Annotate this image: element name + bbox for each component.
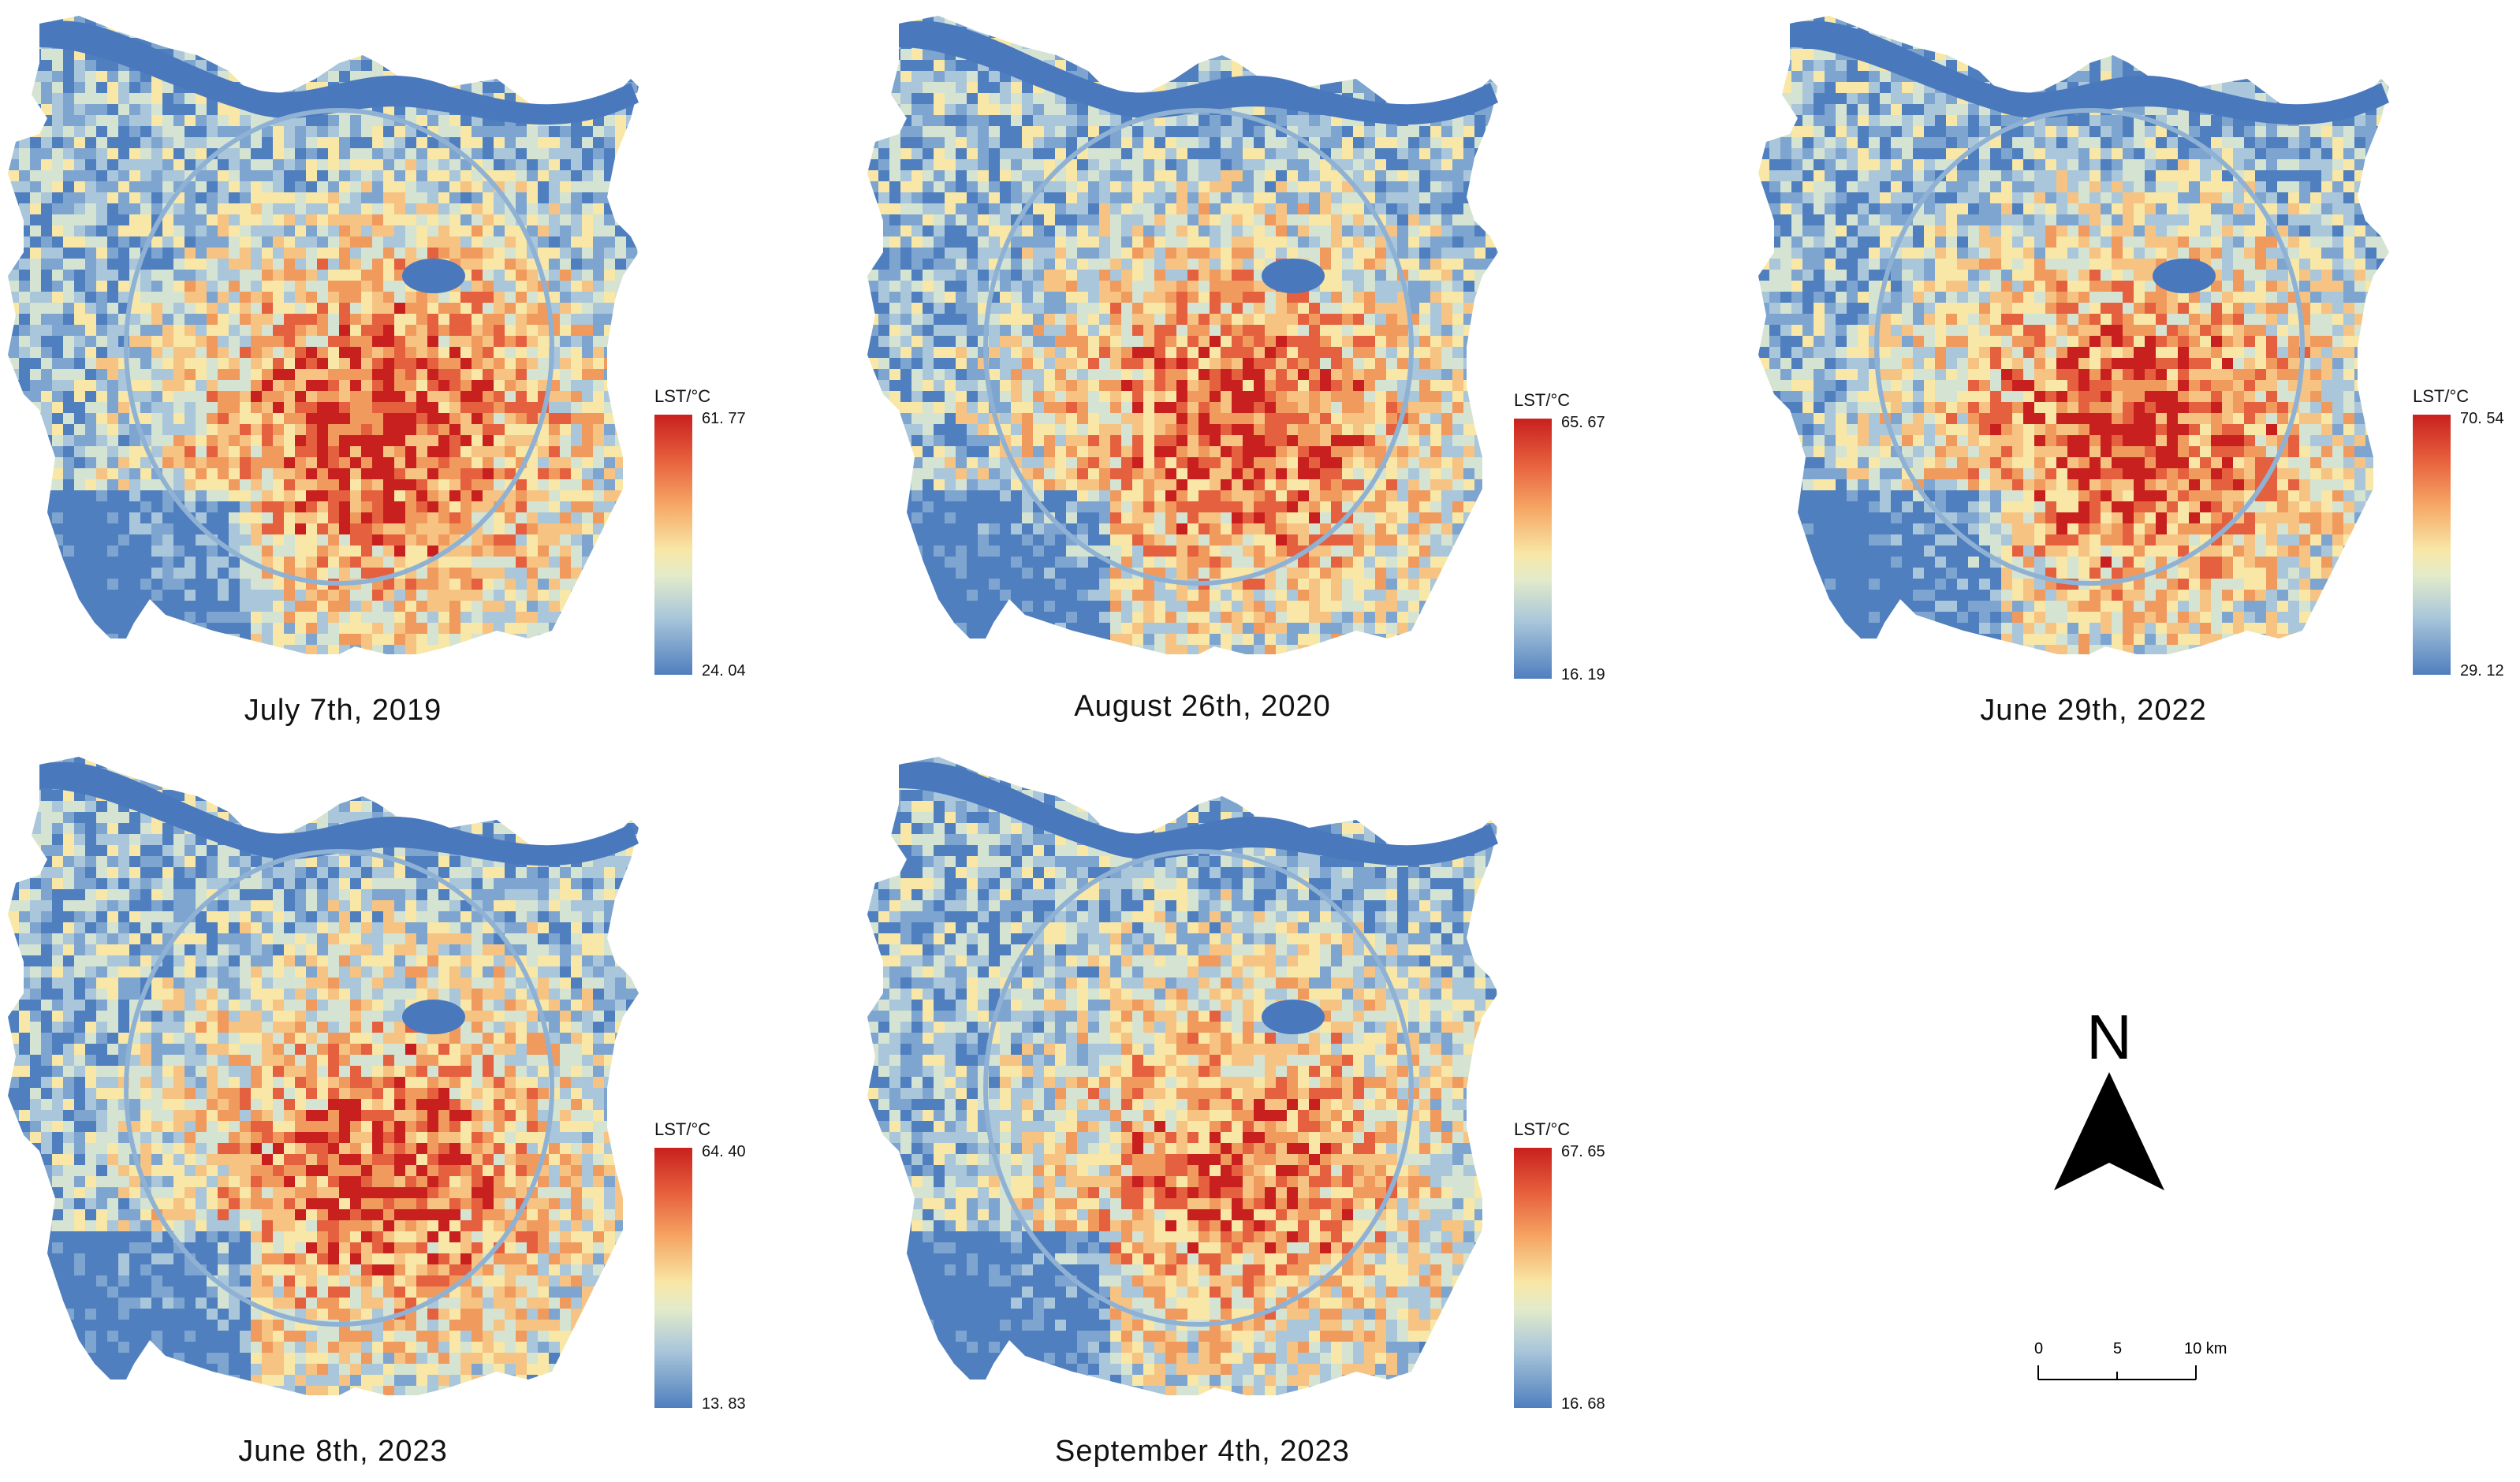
lst-legend: LST/°C 70. 54 29. 12 [2413,386,2520,702]
legend-max-value: 70. 54 [2460,410,2504,428]
lst-legend: LST/°C 64. 40 13. 83 [654,1119,844,1435]
legend-title: LST/°C [654,386,710,407]
north-label: N [2050,1001,2168,1074]
scale-tick-label: 5 [2113,1340,2122,1358]
scale-tick-label: 10 km [2184,1340,2227,1358]
legend-max-value: 64. 40 [702,1143,746,1161]
legend-color-ramp [2413,415,2451,675]
map-panel-2023-september: September 4th, 2023 LST/°C 67. 65 16. 68 [867,757,1703,1482]
lake [2153,259,2216,293]
lst-map-2019 [8,16,654,670]
north-arrow-icon [2050,1072,2168,1206]
map-caption: June 8th, 2023 [8,1435,678,1469]
map-panel-2019: July 7th, 2019 LST/°C 61. 77 24. 04 [8,16,844,741]
lst-map-2022 [1758,16,2405,670]
legend-min-value: 16. 68 [1561,1395,1605,1413]
legend-max-value: 61. 77 [702,410,746,428]
scale-bar: 0 5 10 km [2019,1340,2255,1403]
legend-color-ramp [654,1148,692,1408]
map-panel-2023-june: June 8th, 2023 LST/°C 64. 40 13. 83 [8,757,844,1482]
lake [402,259,465,293]
scale-tick-label: 0 [2034,1340,2043,1358]
legend-min-value: 29. 12 [2460,662,2504,680]
map-caption: July 7th, 2019 [8,694,678,728]
legend-title: LST/°C [2413,386,2469,407]
legend-title: LST/°C [1514,390,1570,411]
lake [1262,1000,1325,1034]
legend-min-value: 13. 83 [702,1395,746,1413]
map-panel-2022: June 29th, 2022 LST/°C 70. 54 29. 12 [1758,16,2520,741]
scale-bar-line [2019,1362,2255,1394]
map-panel-2020: August 26th, 2020 LST/°C 65. 67 16. 19 [867,16,1703,741]
legend-color-ramp [654,415,692,675]
north-arrow: N [2050,1001,2168,1206]
lst-map-2020 [867,16,1514,670]
legend-color-ramp [1514,419,1552,679]
legend-max-value: 65. 67 [1561,414,1605,432]
legend-max-value: 67. 65 [1561,1143,1605,1161]
lake [402,1000,465,1034]
lake [1262,259,1325,293]
lst-legend: LST/°C 67. 65 16. 68 [1514,1119,1703,1435]
map-caption: August 26th, 2020 [867,690,1538,724]
lst-map-2023-june [8,757,654,1411]
map-caption: September 4th, 2023 [867,1435,1538,1469]
map-caption: June 29th, 2022 [1758,694,2429,728]
legend-title: LST/°C [654,1119,710,1140]
lst-legend: LST/°C 65. 67 16. 19 [1514,390,1703,706]
legend-min-value: 24. 04 [702,662,746,680]
lst-map-2023-september [867,757,1514,1411]
legend-min-value: 16. 19 [1561,666,1605,684]
lst-legend: LST/°C 61. 77 24. 04 [654,386,844,702]
legend-color-ramp [1514,1148,1552,1408]
legend-title: LST/°C [1514,1119,1570,1140]
